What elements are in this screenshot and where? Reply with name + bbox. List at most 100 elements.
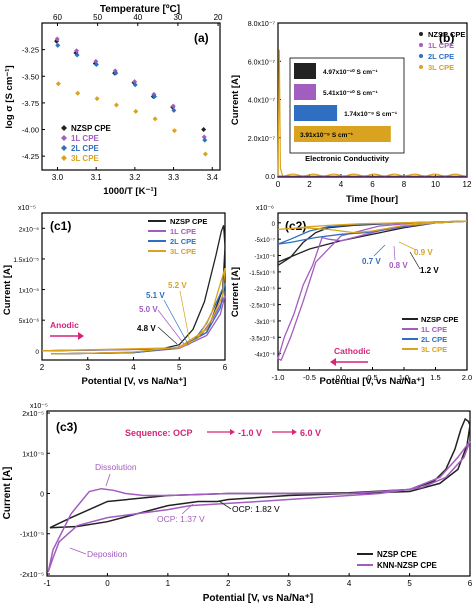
ocp-knn-leader	[181, 503, 194, 515]
panel-c2-series-line	[277, 220, 468, 362]
annot-c1-1l: 5.0 V	[139, 305, 158, 314]
legend-b-nzsp-label: NZSP CPE	[428, 30, 465, 39]
panel-c1-scale-label: x10⁻⁵	[18, 205, 36, 212]
panel-c2-xtick-label: -1.0	[272, 373, 285, 382]
panel-a-point	[132, 82, 138, 88]
panel-a-point	[93, 58, 99, 64]
ocp-knn-label: OCP: 1.37 V	[157, 514, 205, 524]
panel-c1-ylabel: Current [A]	[2, 265, 13, 315]
panel-b-xtick-label: 4	[339, 180, 344, 189]
panel-a-point	[133, 108, 139, 114]
panel-a-point	[55, 81, 61, 87]
inset-bar	[294, 84, 316, 100]
annot-c2-nzsp-leader	[409, 251, 421, 270]
sequence-v2: 6.0 V	[300, 428, 321, 438]
legend-a-1l-label: 1L CPE	[71, 134, 100, 143]
panel-c3-xtick-label: 1	[166, 579, 171, 588]
panel-b-xtick-label: 6	[370, 180, 375, 189]
panel-c1-xtick-label: 5	[177, 363, 182, 372]
panel-a-point	[55, 42, 61, 48]
panel-a-xlabel: 1000/T [K⁻¹]	[103, 186, 157, 197]
panel-c2-ytick-label: -3.5x10⁻⁶	[249, 335, 275, 342]
dissolution-label: Dissolution	[95, 462, 137, 472]
panel-c1-xtick-label: 6	[223, 363, 228, 372]
inset-bar	[294, 126, 391, 142]
panel-c1-legend: NZSP CPE 1L CPE 2L CPE 3L CPE	[148, 217, 207, 256]
panel-a-xtick-label: 3.1	[91, 173, 103, 182]
panel-c3-scale-label: x10⁻⁵	[30, 403, 48, 410]
panel-c2-ytick-label: -4x10⁻⁶	[254, 352, 275, 359]
legend-c1-2l-label: 2L CPE	[170, 237, 196, 246]
panel-c3-xtick-label: -1	[43, 579, 51, 588]
legend-b-1l-label: 1L CPE	[428, 41, 454, 50]
legend-b-marker	[419, 65, 423, 69]
panel-c1-xtick-label: 2	[40, 363, 45, 372]
panel-b: (b) Time [hour] Current [A] 0 2 4 6 8 10 12 0.0…	[230, 21, 472, 205]
panel-c2-xtick-label: 2.0	[462, 373, 472, 382]
panel-c2-ytick-label: -2.5x10⁻⁶	[249, 303, 275, 310]
panel-a-point	[54, 36, 60, 42]
panel-c1-xtick-label: 3	[86, 363, 91, 372]
panel-c2-ytick-label: -3x10⁻⁶	[254, 319, 275, 326]
panel-c3-sequence: Sequence: OCP -1.0 V 6.0 V	[125, 428, 321, 438]
panel-c2-xlabel: Potential [V, vs Na/Na⁺]	[320, 376, 425, 387]
panel-c3-xtick-label: 6	[468, 579, 473, 588]
panel-c3-xtick-label: 4	[347, 579, 352, 588]
inset-title: Electronic Conductivity	[305, 154, 390, 163]
panel-b-ytick-label: 0.0	[265, 174, 275, 181]
annot-c1-nzsp: 4.8 V	[137, 324, 156, 333]
panel-c3-ytick-label: 0	[40, 492, 44, 499]
panel-b-inset: 4.97x10⁻¹⁰ S cm⁻¹ 5.41x10⁻¹⁰ S cm⁻¹ 1.74x1…	[289, 57, 405, 163]
legend-b-marker	[419, 54, 423, 58]
inset-bar	[294, 105, 338, 121]
anodic-arrow-head	[78, 332, 84, 340]
annot-c2-2l-leader	[373, 244, 386, 257]
panel-c1-xlabel: Potential [V, vs Na/Na⁺]	[82, 376, 187, 387]
panel-a-point	[201, 127, 207, 133]
panel-c3-ytick-label: -1x10⁻⁵	[20, 532, 44, 539]
panel-a-label: (a)	[194, 31, 209, 45]
panel-c1-label: (c1)	[50, 219, 71, 233]
panel-a-ytick-label: -4.25	[22, 152, 39, 161]
panel-b-ylabel: Current [A]	[230, 75, 241, 125]
inset-bar-label: 1.74x10⁻⁹ S cm⁻¹	[344, 111, 397, 118]
panel-c3-xtick-label: 0	[105, 579, 110, 588]
panel-a-point	[202, 137, 208, 143]
legend-a-marker	[61, 155, 67, 161]
panel-c3-xlabel: Potential [V, vs Na/Na⁺]	[203, 593, 314, 604]
panel-a-point	[202, 151, 208, 157]
panel-c2-xtick-label: 0.5	[367, 373, 377, 382]
legend-c3-knn-label: KNN-NZSP CPE	[377, 561, 438, 570]
legend-b-marker	[419, 43, 423, 47]
panel-c1-ytick-label: 2x10⁻⁵	[19, 226, 40, 233]
legend-c2-2l-label: 2L CPE	[421, 335, 447, 344]
inset-bar-label: 3.91x10⁻⁹ S cm⁻¹	[300, 132, 353, 139]
panel-c1-ytick-label: 1.5x10⁻⁵	[13, 257, 39, 264]
sequence-arrow-1-head	[230, 429, 235, 435]
legend-a-marker	[61, 125, 67, 131]
panel-a-legend: NZSP CPE 1L CPE 2L CPE 3L CPE	[61, 124, 112, 163]
panel-b-ytick-label: 8.0x10⁻⁷	[248, 21, 276, 28]
panel-c3-xtick-label: 5	[407, 579, 412, 588]
panel-b-legend: NZSP CPE 1L CPE 2L CPE 3L CPE	[419, 30, 465, 72]
panel-a-point	[93, 62, 99, 68]
panel-b-xtick-label: 12	[463, 180, 472, 189]
panel-a-point	[171, 128, 177, 134]
panel-a-toptick-label: 30	[173, 13, 182, 22]
legend-a-2l-label: 2L CPE	[71, 144, 100, 153]
panel-a-point	[113, 70, 119, 76]
panel-c1-ytick-label: 5x10⁻⁶	[19, 318, 40, 325]
panel-c1-ytick-label: 0	[35, 349, 39, 356]
panel-a-xtick-label: 3.2	[129, 173, 141, 182]
legend-a-marker	[61, 145, 67, 151]
panel-c2: x10⁻⁶ (c2) Potential [V, vs Na/Na⁺] Curr…	[230, 205, 472, 387]
ocp-nzsp-leader	[218, 500, 232, 510]
panel-c2-ytick-label: -5x10⁻⁷	[255, 237, 275, 244]
panel-b-xtick-label: 8	[402, 180, 407, 189]
panel-b-label: (b)	[439, 31, 454, 45]
annot-c1-2l-leader	[163, 299, 189, 345]
cathodic-label: Cathodic	[334, 346, 371, 356]
panel-c2-ytick-label: -1x10⁻⁶	[254, 254, 275, 261]
panel-c2-legend: NZSP CPE 1L CPE 2L CPE 3L CPE	[402, 315, 458, 354]
panel-b-xlabel: Time [hour]	[346, 194, 398, 205]
